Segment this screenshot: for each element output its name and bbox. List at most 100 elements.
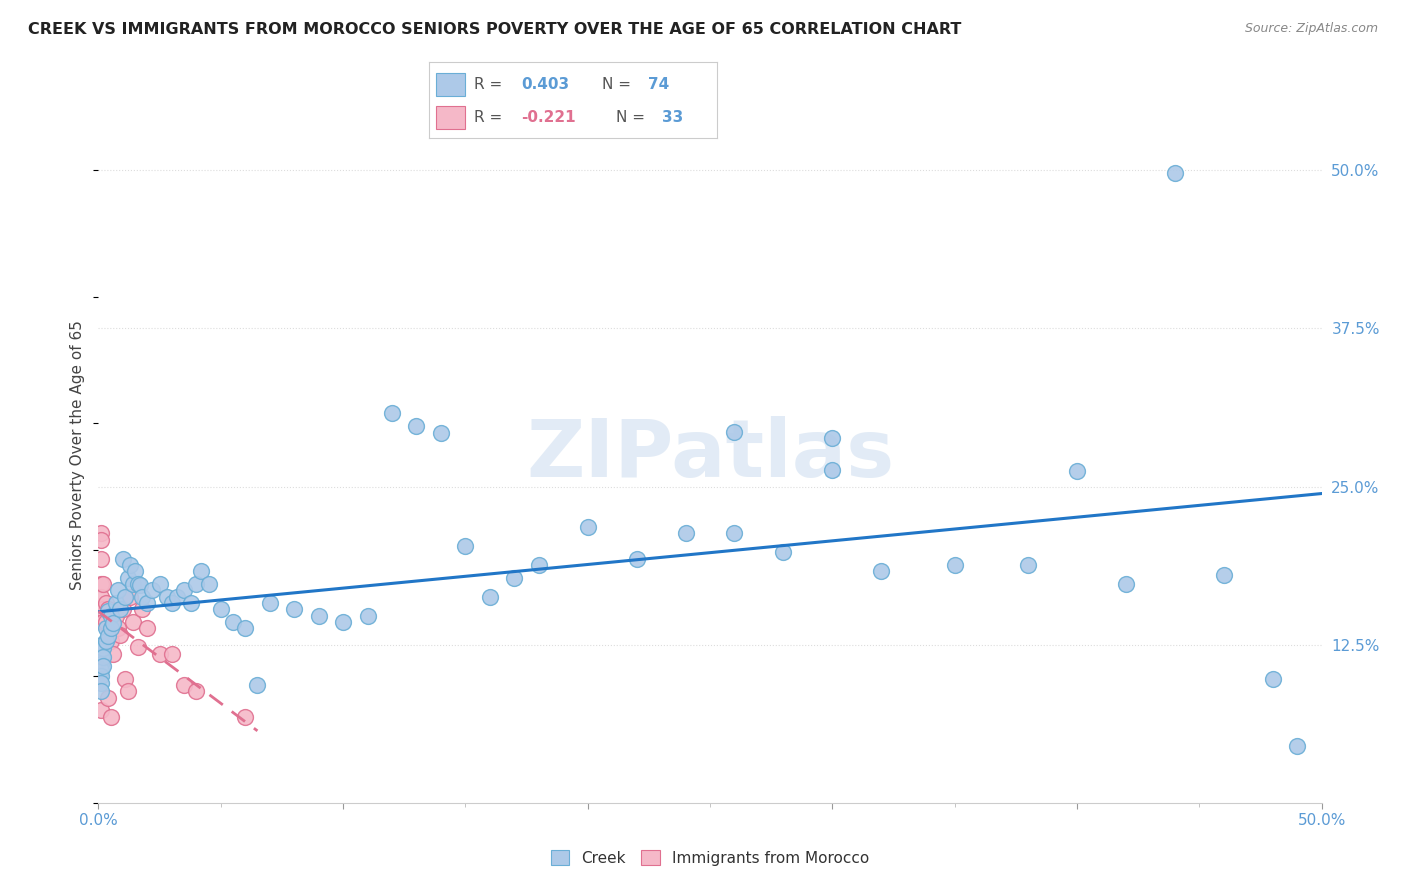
Point	[283, 602, 305, 616]
Point	[117, 571, 139, 585]
Point	[107, 583, 129, 598]
Point	[356, 608, 378, 623]
Text: Source: ZipAtlas.com: Source: ZipAtlas.com	[1244, 22, 1378, 36]
Point	[104, 596, 127, 610]
Point	[97, 629, 120, 643]
Point	[90, 533, 112, 547]
Point	[197, 577, 219, 591]
Point	[821, 432, 844, 446]
Text: 33: 33	[662, 111, 683, 125]
Point	[381, 406, 404, 420]
Point	[166, 590, 188, 604]
Point	[478, 590, 501, 604]
Point	[110, 627, 132, 641]
Point	[121, 577, 143, 591]
Point	[97, 690, 120, 705]
Point	[772, 545, 794, 559]
Point	[173, 583, 195, 598]
Point	[180, 596, 202, 610]
Point	[117, 684, 139, 698]
Point	[233, 710, 256, 724]
Point	[90, 669, 112, 683]
Point	[101, 647, 124, 661]
Point	[160, 596, 183, 610]
FancyBboxPatch shape	[436, 106, 465, 129]
Point	[100, 633, 122, 648]
Point	[160, 647, 183, 661]
Point	[101, 616, 124, 631]
Point	[222, 615, 245, 629]
Point	[1212, 568, 1234, 582]
Point	[97, 603, 120, 617]
Point	[308, 608, 330, 623]
Point	[90, 608, 112, 623]
Point	[94, 621, 117, 635]
Point	[91, 602, 114, 616]
Point	[104, 608, 127, 623]
Point	[90, 703, 112, 717]
Text: -0.221: -0.221	[522, 111, 575, 125]
Point	[90, 663, 112, 677]
Point	[100, 608, 122, 623]
Point	[90, 577, 112, 591]
Point	[527, 558, 550, 572]
Point	[120, 558, 142, 572]
Point	[626, 551, 648, 566]
Point	[149, 577, 172, 591]
Point	[1115, 577, 1137, 591]
Text: R =: R =	[474, 111, 502, 125]
Point	[94, 633, 117, 648]
Point	[246, 678, 269, 692]
Y-axis label: Seniors Poverty Over the Age of 65: Seniors Poverty Over the Age of 65	[70, 320, 86, 590]
Point	[90, 644, 112, 658]
Point	[1066, 464, 1088, 478]
Text: 74: 74	[648, 77, 669, 92]
Point	[91, 641, 114, 656]
Point	[1261, 672, 1284, 686]
Point	[141, 583, 163, 598]
Point	[100, 710, 122, 724]
Point	[136, 596, 159, 610]
Point	[111, 551, 134, 566]
Point	[90, 526, 112, 541]
Point	[124, 564, 146, 578]
Point	[91, 659, 114, 673]
Point	[114, 672, 136, 686]
Point	[821, 463, 844, 477]
Point	[1164, 166, 1187, 180]
Point	[190, 564, 212, 578]
Point	[107, 621, 129, 635]
Point	[186, 577, 208, 591]
Point	[97, 602, 120, 616]
Point	[91, 615, 114, 629]
Point	[90, 657, 112, 671]
Point	[91, 577, 114, 591]
FancyBboxPatch shape	[436, 73, 465, 95]
Point	[576, 520, 599, 534]
Point	[233, 621, 256, 635]
Text: N =: N =	[616, 111, 645, 125]
Point	[111, 602, 134, 616]
Point	[127, 640, 149, 655]
Point	[90, 638, 112, 652]
Point	[332, 615, 354, 629]
Point	[675, 526, 697, 541]
Point	[259, 596, 281, 610]
Point	[94, 596, 117, 610]
Point	[209, 602, 232, 616]
Point	[110, 602, 132, 616]
Point	[100, 621, 122, 635]
Point	[503, 571, 526, 585]
Text: CREEK VS IMMIGRANTS FROM MOROCCO SENIORS POVERTY OVER THE AGE OF 65 CORRELATION : CREEK VS IMMIGRANTS FROM MOROCCO SENIORS…	[28, 22, 962, 37]
Point	[91, 650, 114, 665]
Point	[136, 621, 159, 635]
Point	[131, 602, 153, 616]
Legend: Creek, Immigrants from Morocco: Creek, Immigrants from Morocco	[546, 844, 875, 871]
Point	[149, 647, 172, 661]
Text: ZIPatlas: ZIPatlas	[526, 416, 894, 494]
Point	[90, 650, 112, 665]
Point	[454, 539, 477, 553]
Point	[121, 615, 143, 629]
Point	[156, 590, 179, 604]
Point	[131, 590, 153, 604]
